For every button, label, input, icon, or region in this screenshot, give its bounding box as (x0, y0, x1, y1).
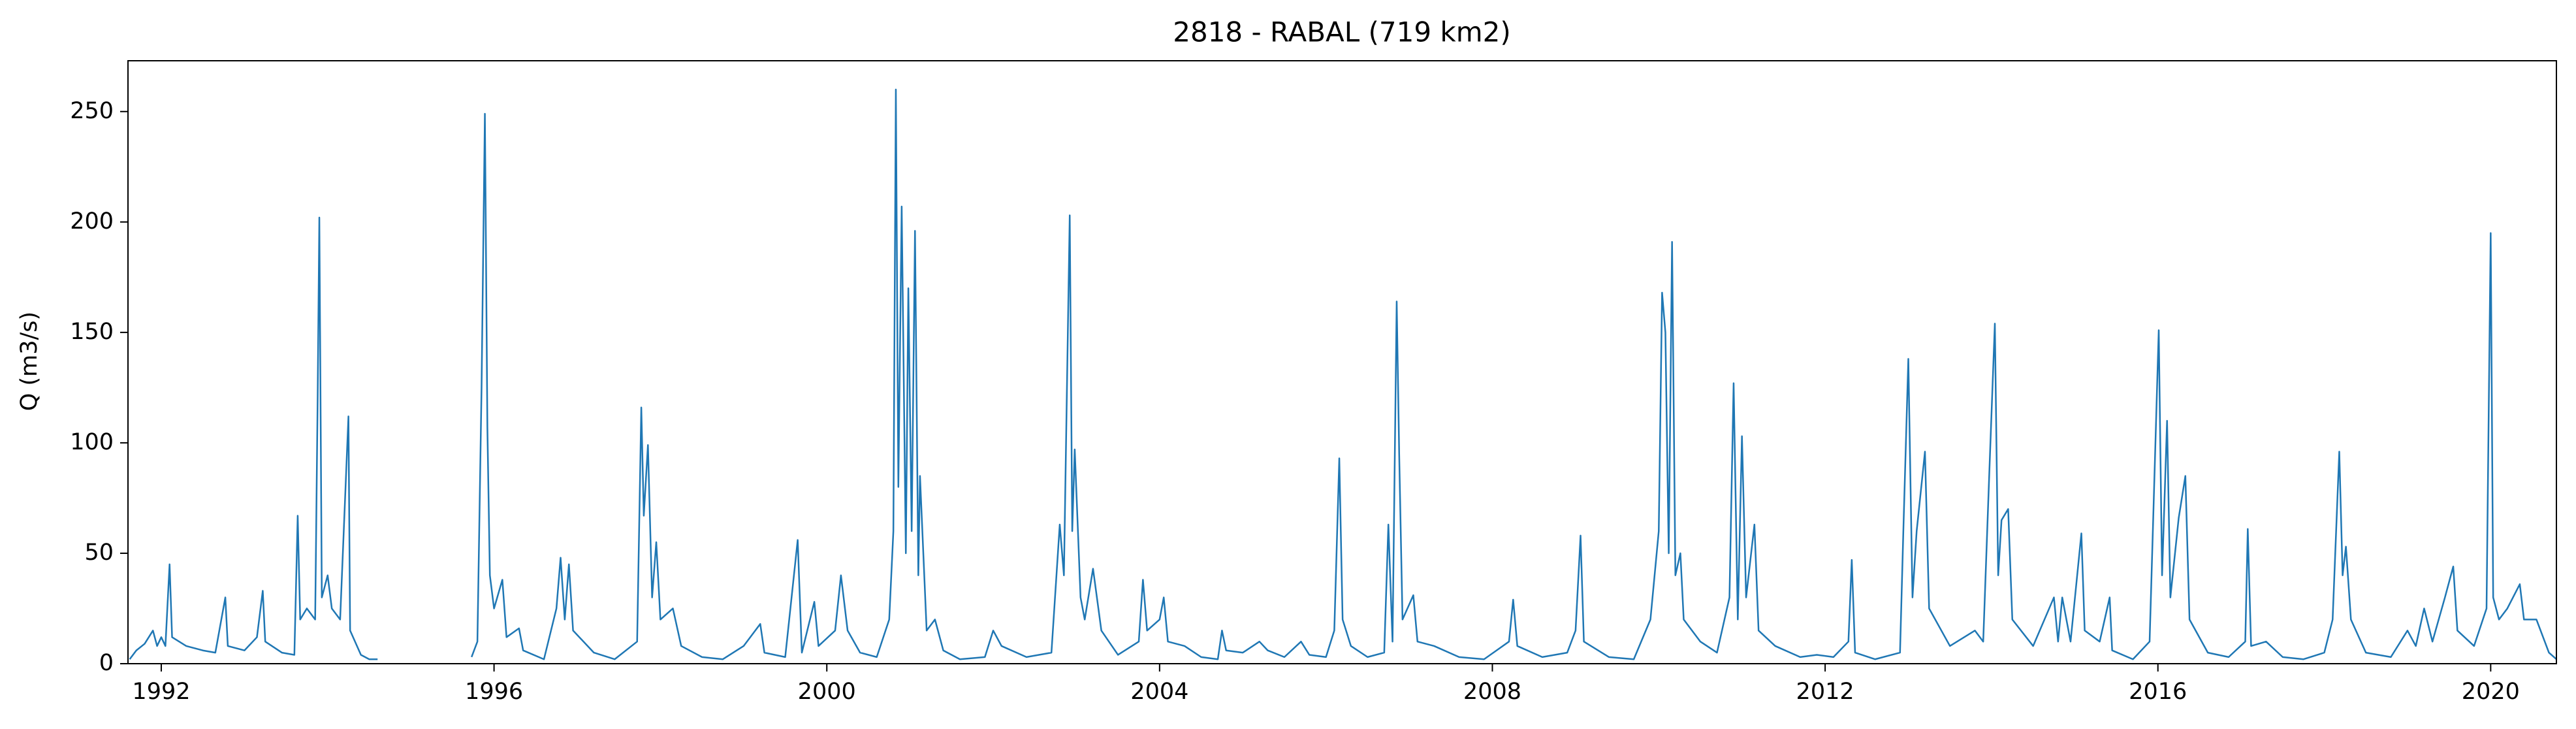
x-tick-label: 2008 (1463, 679, 1521, 705)
plot-frame (127, 60, 2557, 664)
x-tick-label: 2004 (1130, 679, 1188, 705)
y-tick-label: 0 (99, 650, 114, 676)
x-tick-label: 2020 (2462, 679, 2520, 705)
y-tick-label: 50 (84, 540, 114, 566)
y-tick-label: 200 (70, 208, 114, 235)
x-tick-label: 1992 (132, 679, 190, 705)
chart-title: 2818 - RABAL (719 km2) (1173, 16, 1511, 48)
x-tick-label: 2016 (2129, 679, 2187, 705)
y-tick-label: 250 (70, 98, 114, 124)
x-tick-label: 2012 (1796, 679, 1854, 705)
series-line (129, 88, 2557, 660)
x-tick-label: 1996 (465, 679, 523, 705)
y-axis-label: Q (m3/s) (16, 312, 42, 411)
y-tick-label: 100 (70, 429, 114, 455)
x-tick-label: 2000 (798, 679, 856, 705)
y-tick-label: 150 (70, 319, 114, 345)
